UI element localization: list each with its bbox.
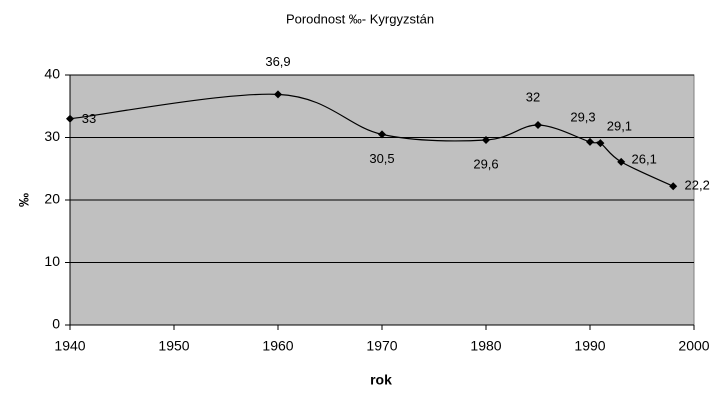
y-tick-label: 40 xyxy=(44,66,60,82)
x-tick-label: 1990 xyxy=(574,338,605,354)
marker xyxy=(586,137,594,146)
x-tick-label: 1960 xyxy=(262,338,293,354)
x-tick-label: 1950 xyxy=(158,338,189,354)
data-label: 32 xyxy=(526,89,540,104)
y-tick-label: 0 xyxy=(52,316,60,332)
data-label: 29,6 xyxy=(473,156,498,171)
data-label: 30,5 xyxy=(369,151,394,166)
marker xyxy=(596,139,605,148)
y-tick-label: 20 xyxy=(44,191,60,207)
y-tick-label: 10 xyxy=(44,253,60,269)
marker xyxy=(66,114,74,123)
data-label: 22,2 xyxy=(685,178,710,193)
marker xyxy=(274,90,282,99)
marker xyxy=(482,136,490,144)
data-label: 33 xyxy=(82,111,96,126)
data-label: 26,1 xyxy=(632,151,657,166)
marker xyxy=(534,121,542,129)
y-tick-label: 30 xyxy=(44,128,60,144)
x-tick-label: 1980 xyxy=(470,338,501,354)
x-axis-label: rok xyxy=(370,372,392,388)
x-tick-label: 1940 xyxy=(54,338,85,354)
data-label: 29,3 xyxy=(570,109,595,124)
data-label: 29,1 xyxy=(607,119,632,134)
x-tick-label: 1970 xyxy=(366,338,397,354)
marker xyxy=(378,130,386,139)
marker xyxy=(617,157,626,166)
x-tick-label: 2000 xyxy=(678,338,709,354)
chart-title: Porodnost ‰- Kyrgyzstán xyxy=(286,11,434,26)
marker xyxy=(669,182,678,191)
y-axis-label: ‰ xyxy=(16,193,32,207)
data-label: 36,9 xyxy=(265,54,290,69)
